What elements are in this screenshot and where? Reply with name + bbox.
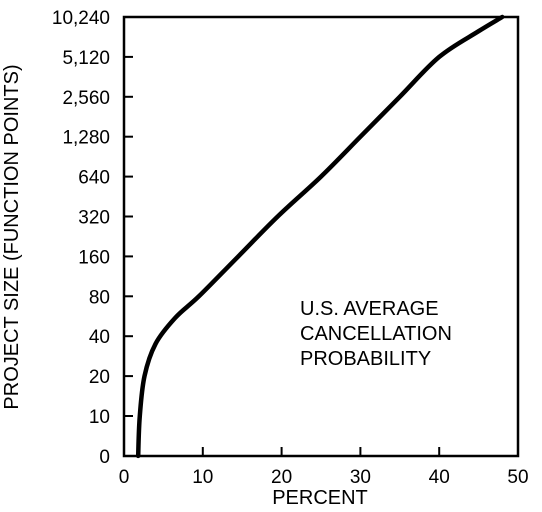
x-axis: 0 10 20 30 40 50 [119,447,529,488]
series-line [135,14,505,459]
y-tick-label: 640 [78,168,110,189]
x-axis-label: PERCENT [272,487,368,509]
y-tick-label: 1,280 [62,128,110,149]
y-tick-label: 20 [89,367,110,388]
annotation-line-1: U.S. AVERAGE [300,298,439,320]
y-axis-label: PROJECT SIZE (FUNCTION POINTS) [1,64,23,409]
y-axis: 0 10 20 40 80 160 320 640 1,280 2,560 5,120 10,240 [52,8,133,468]
y-tick-label: 320 [78,208,110,229]
y-tick-label: 40 [89,327,110,348]
y-tick-label: 10,240 [52,8,110,29]
plot-area [122,15,520,458]
x-tick-label: 20 [271,467,292,488]
x-tick-label: 40 [429,467,450,488]
y-tick-label: 5,120 [62,48,110,69]
y-tick-label: 0 [99,447,110,468]
y-tick-label: 2,560 [62,88,110,109]
y-tick-label: 10 [89,407,110,428]
annotation-line-2: CANCELLATION [300,323,452,345]
x-tick-label: 50 [507,467,528,488]
x-tick-label: 0 [119,467,130,488]
annotation: U.S. AVERAGE CANCELLATION PROBABILITY [300,298,452,370]
y-tick-label: 80 [89,287,110,308]
annotation-line-3: PROBABILITY [300,348,431,370]
plot-frame [122,15,520,458]
y-tick-label: 160 [78,247,110,268]
x-tick-label: 30 [350,467,371,488]
x-tick-label: 10 [192,467,213,488]
